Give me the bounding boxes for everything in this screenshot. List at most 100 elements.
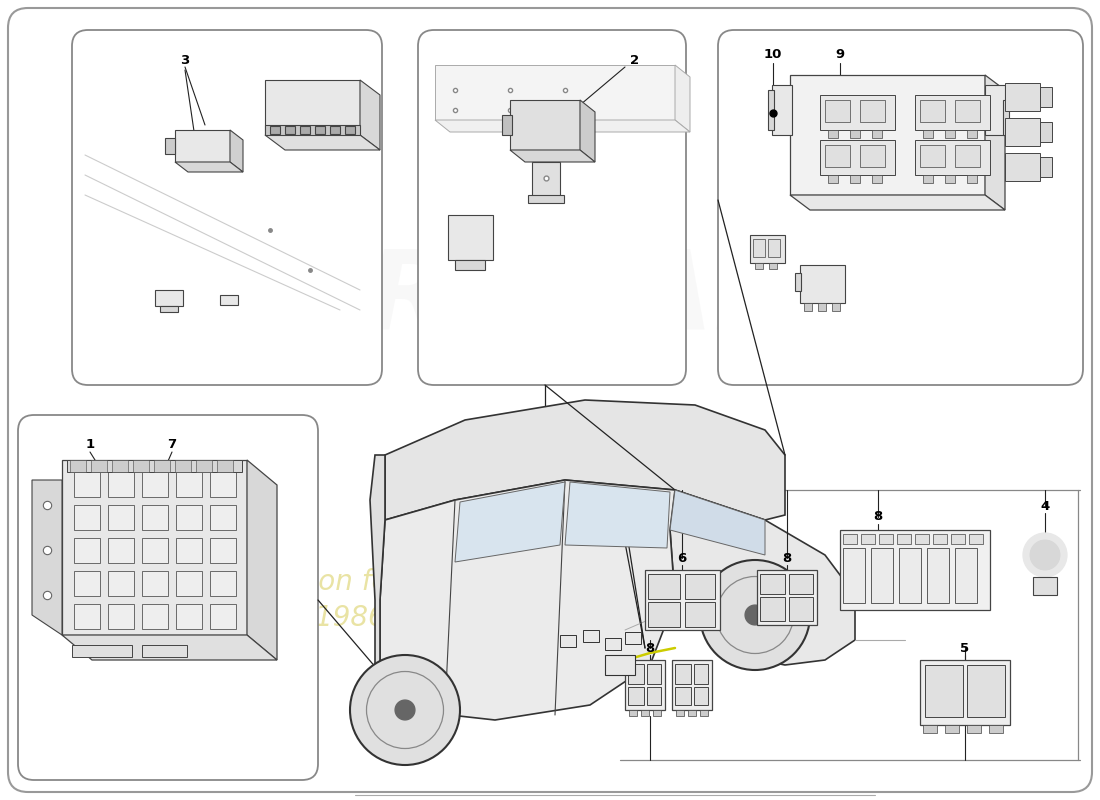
Polygon shape xyxy=(790,75,984,195)
Bar xyxy=(70,460,86,472)
Text: 5: 5 xyxy=(960,642,969,654)
Bar xyxy=(1005,153,1040,181)
Bar xyxy=(967,665,1005,717)
Bar xyxy=(345,126,355,134)
Bar xyxy=(789,597,813,621)
Polygon shape xyxy=(62,635,277,660)
Bar xyxy=(330,126,340,134)
Bar xyxy=(879,534,893,544)
Bar xyxy=(133,460,148,472)
FancyBboxPatch shape xyxy=(18,415,318,780)
Text: 1: 1 xyxy=(86,438,95,451)
Bar xyxy=(899,548,921,603)
Bar xyxy=(927,548,949,603)
Bar xyxy=(583,630,600,642)
Text: 8: 8 xyxy=(646,642,654,654)
Bar xyxy=(850,130,860,138)
Bar xyxy=(220,295,238,305)
Bar xyxy=(800,265,845,303)
Polygon shape xyxy=(790,195,1005,210)
Text: 4: 4 xyxy=(1041,499,1049,513)
Bar xyxy=(967,725,981,733)
Bar xyxy=(1040,122,1052,142)
Bar xyxy=(872,175,882,183)
Polygon shape xyxy=(385,400,785,520)
Bar xyxy=(772,85,792,135)
Bar xyxy=(920,660,1010,725)
Bar xyxy=(625,632,641,644)
Bar xyxy=(210,571,236,596)
Bar xyxy=(860,145,886,167)
Bar xyxy=(840,530,990,610)
Polygon shape xyxy=(455,482,565,562)
Bar xyxy=(955,145,980,167)
Bar xyxy=(818,303,826,311)
Polygon shape xyxy=(265,125,360,135)
Bar xyxy=(694,664,708,684)
Bar xyxy=(91,460,107,472)
Polygon shape xyxy=(230,130,243,172)
Bar xyxy=(754,239,764,257)
Bar xyxy=(647,687,661,705)
Bar xyxy=(757,570,817,625)
Bar xyxy=(925,665,962,717)
Bar xyxy=(923,725,937,733)
Polygon shape xyxy=(379,480,675,720)
Bar xyxy=(210,472,236,497)
Bar xyxy=(685,602,715,627)
Polygon shape xyxy=(565,482,670,548)
Text: 6: 6 xyxy=(678,551,686,565)
Bar xyxy=(923,130,933,138)
Bar xyxy=(850,175,860,183)
Circle shape xyxy=(745,605,764,625)
Bar xyxy=(952,534,965,544)
Bar xyxy=(112,460,128,472)
Bar xyxy=(860,100,886,122)
Polygon shape xyxy=(510,100,580,150)
Bar xyxy=(945,130,955,138)
Bar xyxy=(648,574,680,599)
Bar xyxy=(74,571,100,596)
Bar xyxy=(789,574,813,594)
Bar xyxy=(760,597,785,621)
Bar xyxy=(142,571,168,596)
Bar xyxy=(825,145,850,167)
Bar xyxy=(176,604,202,629)
Bar xyxy=(154,460,170,472)
Circle shape xyxy=(1023,533,1067,577)
Bar xyxy=(675,664,691,684)
Polygon shape xyxy=(248,460,277,660)
Polygon shape xyxy=(32,480,62,635)
Bar xyxy=(989,725,1003,733)
Bar xyxy=(1005,83,1040,111)
Bar xyxy=(820,140,895,175)
Bar xyxy=(176,571,202,596)
Bar xyxy=(843,548,865,603)
Bar xyxy=(933,534,947,544)
Bar xyxy=(605,638,621,650)
Bar xyxy=(828,130,838,138)
Bar xyxy=(1003,100,1009,135)
Polygon shape xyxy=(984,75,1005,210)
Bar xyxy=(628,687,643,705)
Bar xyxy=(1040,87,1052,107)
Bar xyxy=(108,505,134,530)
Bar xyxy=(196,460,212,472)
Bar xyxy=(285,126,295,134)
Bar xyxy=(832,303,840,311)
Polygon shape xyxy=(175,130,230,162)
Bar xyxy=(270,126,280,134)
Circle shape xyxy=(395,700,415,720)
Bar xyxy=(155,290,183,306)
Bar xyxy=(645,570,720,630)
Bar xyxy=(688,710,696,716)
Bar xyxy=(769,263,777,269)
Polygon shape xyxy=(265,80,360,135)
Polygon shape xyxy=(165,138,175,154)
Bar xyxy=(967,130,977,138)
Polygon shape xyxy=(175,162,243,172)
Bar xyxy=(920,145,945,167)
Bar xyxy=(760,574,785,594)
Bar xyxy=(969,534,983,544)
Bar xyxy=(768,239,780,257)
